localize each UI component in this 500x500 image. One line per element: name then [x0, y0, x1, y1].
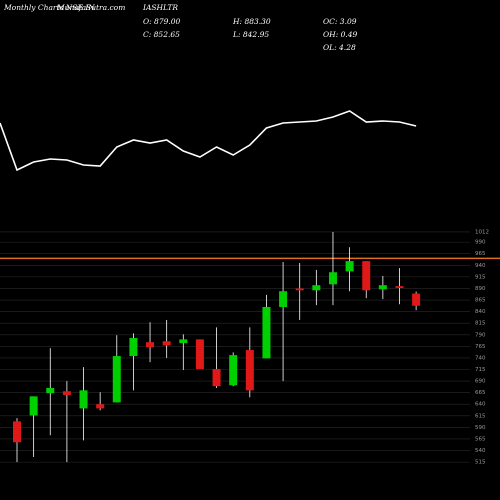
y-tick-label: 540	[475, 448, 486, 454]
candle-body	[13, 421, 21, 443]
candle-body	[229, 355, 238, 386]
y-tick-label: 690	[475, 379, 486, 385]
y-tick-label: 840	[475, 309, 486, 315]
y-tick-label: 565	[475, 436, 486, 442]
y-tick-label: 890	[475, 286, 486, 292]
candle-body	[412, 293, 421, 306]
stat: O: 879.00	[143, 17, 181, 26]
candle-body	[328, 272, 337, 285]
y-tick-label: 965	[475, 251, 486, 257]
candle-body	[279, 291, 288, 307]
candle-body	[62, 391, 71, 395]
stat: OH: 0.49	[323, 30, 358, 39]
y-tick-label: 990	[475, 240, 486, 246]
stat: L: 842.95	[232, 30, 269, 39]
symbol: IASHLTR	[142, 3, 178, 12]
stat: OL: 4.28	[323, 43, 356, 52]
y-tick-label: 615	[475, 413, 486, 419]
candle-body	[146, 342, 155, 348]
candle-body	[162, 341, 171, 346]
candle-body	[79, 390, 88, 409]
watermark: MunafaSutra.com	[56, 3, 125, 12]
chart-title: Monthly Charts NSE IN	[3, 3, 95, 12]
candle-body	[129, 338, 138, 357]
y-tick-label: 590	[475, 425, 486, 431]
candle-body	[46, 388, 55, 394]
candle-body	[195, 339, 204, 370]
candle-body	[112, 356, 121, 403]
y-tick-label: 865	[475, 298, 486, 304]
candle-body	[295, 288, 304, 291]
stat: C: 852.65	[143, 30, 180, 39]
indicator-line	[0, 110, 417, 172]
y-tick-label: 740	[475, 355, 486, 361]
candle-body	[378, 285, 387, 290]
y-tick-label: 915	[475, 274, 486, 280]
candle-body	[312, 285, 321, 291]
candle-body	[262, 306, 271, 359]
y-tick-label: 1012	[475, 229, 489, 235]
candle-body	[96, 404, 105, 409]
y-tick-label: 640	[475, 402, 486, 408]
y-tick-label: 940	[475, 263, 486, 269]
candle-body	[362, 261, 371, 291]
y-tick-label: 515	[475, 460, 486, 466]
candle-body	[179, 339, 188, 344]
y-tick-label: 765	[475, 344, 486, 350]
y-tick-label: 715	[475, 367, 486, 373]
stat: H: 883.30	[232, 17, 271, 26]
candle-body	[29, 396, 38, 416]
stat: OC: 3.09	[323, 17, 357, 26]
candle-body	[245, 350, 254, 391]
y-tick-label: 665	[475, 390, 486, 396]
candle-body	[345, 261, 354, 272]
y-tick-label: 790	[475, 332, 486, 338]
candle-body	[395, 286, 404, 288]
candle-body	[212, 369, 221, 387]
y-tick-label: 815	[475, 321, 486, 327]
